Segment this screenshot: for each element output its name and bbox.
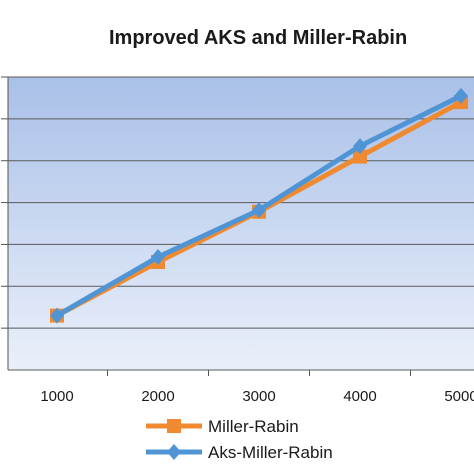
x-tick-label: 3000 (242, 388, 275, 405)
legend-label: Aks-Miller-Rabin (208, 443, 333, 462)
data-point (252, 202, 266, 219)
grid-lines (1, 76, 474, 371)
x-tick-label: 5000 (444, 388, 474, 405)
legend-marker (167, 444, 181, 460)
x-tick-label: 1000 (40, 388, 73, 405)
legend-item: Aks-Miller-Rabin (146, 443, 333, 462)
data-point (50, 307, 64, 324)
legend-marker (167, 419, 181, 433)
x-tick-label: 4000 (343, 388, 376, 405)
series-layer (50, 87, 468, 324)
x-tick-label: 2000 (141, 388, 174, 405)
x-axis: 1000 2000 3000 4000 5000 (40, 370, 474, 405)
legend-item: Miller-Rabin (146, 417, 299, 436)
legend: Miller-Rabin Aks-Miller-Rabin (146, 417, 333, 462)
chart-title: Improved AKS and Miller-Rabin (109, 27, 408, 49)
data-point (151, 248, 165, 265)
series-aks-miller-rabin (50, 87, 468, 324)
data-point (353, 138, 367, 155)
data-point (454, 87, 468, 104)
legend-label: Miller-Rabin (208, 417, 299, 436)
data-point (353, 149, 367, 164)
